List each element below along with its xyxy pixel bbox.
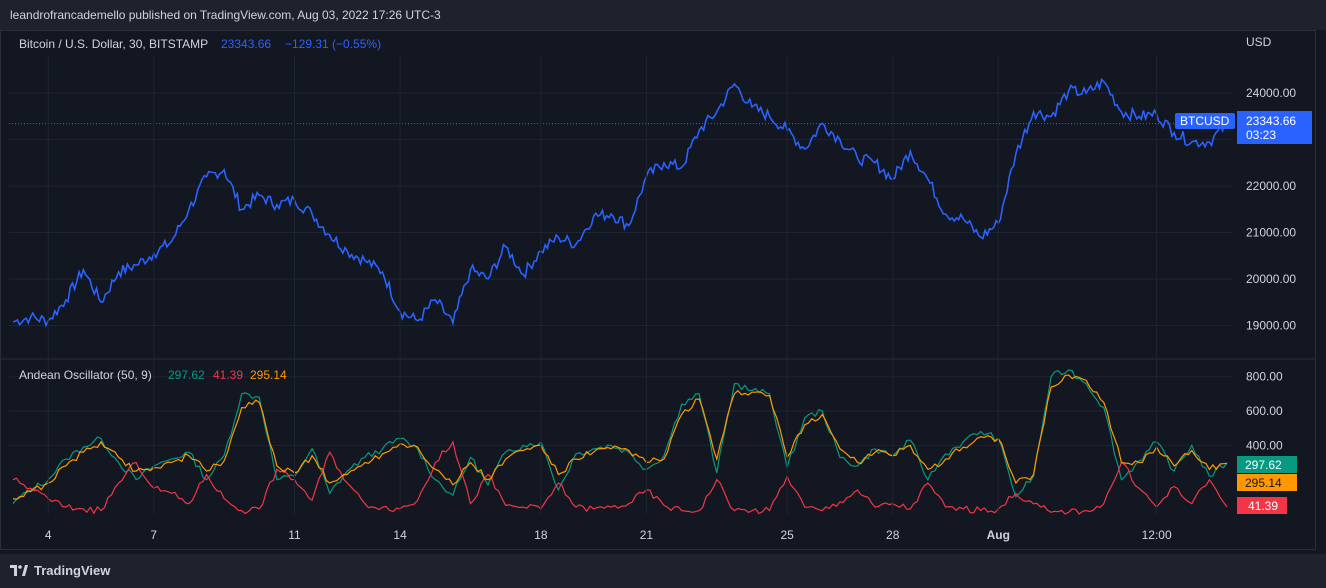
time-tick-label: Aug (987, 528, 1010, 542)
price-axis-unit: USD (1246, 35, 1272, 49)
time-axis[interactable]: 4 7 11 14 18 21 25 28 Aug 12:00 (45, 56, 1172, 542)
bear-value-box (1237, 497, 1287, 514)
time-tick-label: 21 (640, 528, 654, 542)
osc-series-bull[interactable] (12, 369, 1228, 505)
osc-legend-signal: 295.14 (250, 368, 287, 382)
chart-svg[interactable]: 24000.0023000.0022000.0021000.0020000.00… (1, 31, 1315, 549)
time-tick-label: 4 (45, 528, 52, 542)
oscillator-pane[interactable]: 800.00 600.00 400.00 (9, 369, 1283, 515)
symbol-tag-box (1175, 113, 1235, 129)
osc-series-bear[interactable] (12, 440, 1228, 515)
price-pane[interactable]: 24000.0023000.0022000.0021000.0020000.00… (1, 77, 1315, 360)
chart-container[interactable]: 24000.0023000.0022000.0021000.0020000.00… (0, 30, 1316, 550)
osc-tick-label: 600.00 (1246, 404, 1283, 418)
price-tick-label: 20000.00 (1246, 272, 1296, 286)
time-tick-label: 18 (534, 528, 548, 542)
last-price-label: 23343.66 (1246, 114, 1296, 128)
osc-legend-bear: 41.39 (213, 368, 243, 382)
price-tick-label: 21000.00 (1246, 226, 1296, 240)
tradingview-logo-icon (10, 564, 28, 576)
signal-value-tag: 295.14 (1245, 476, 1282, 490)
footer-bar (0, 554, 1326, 588)
price-tick-label: 22000.00 (1246, 179, 1296, 193)
bull-value-tag: 297.62 (1245, 458, 1282, 472)
tradingview-brand: TradingView (34, 563, 111, 578)
osc-legend-title: Andean Oscillator (50, 9) (19, 368, 152, 382)
bear-value-tag: 41.39 (1248, 499, 1278, 513)
time-tick-label: 7 (150, 528, 157, 542)
time-tick-label: 14 (393, 528, 407, 542)
symbol-tag: BTCUSD (1180, 114, 1230, 128)
countdown-label: 03:23 (1246, 128, 1276, 142)
osc-tick-label: 400.00 (1246, 438, 1283, 452)
tradingview-logo[interactable]: TradingView (10, 563, 110, 578)
signal-value-box (1237, 474, 1297, 491)
osc-legend-bull: 297.62 (168, 368, 205, 382)
time-tick-label: 25 (780, 528, 794, 542)
last-price-box (1237, 111, 1312, 144)
bull-value-box (1237, 456, 1297, 473)
time-tick-label: 11 (288, 528, 301, 542)
price-tick-label: 19000.00 (1246, 318, 1296, 332)
osc-tick-label: 800.00 (1246, 370, 1283, 384)
price-series-line[interactable] (12, 77, 1228, 328)
price-legend-last: 23343.66 (221, 37, 271, 51)
time-tick-label: 12:00 (1142, 528, 1172, 542)
price-legend-title: Bitcoin / U.S. Dollar, 30, BITSTAMP (19, 37, 208, 51)
publish-header: leandrofrancademello published on Tradin… (0, 0, 1326, 30)
price-legend-change: −129.31 (−0.55%) (285, 37, 381, 51)
publisher-line: leandrofrancademello published on Tradin… (10, 8, 441, 22)
osc-series-signal[interactable] (12, 374, 1228, 500)
price-tick-label: 24000.00 (1246, 86, 1296, 100)
time-tick-label: 28 (886, 528, 900, 542)
